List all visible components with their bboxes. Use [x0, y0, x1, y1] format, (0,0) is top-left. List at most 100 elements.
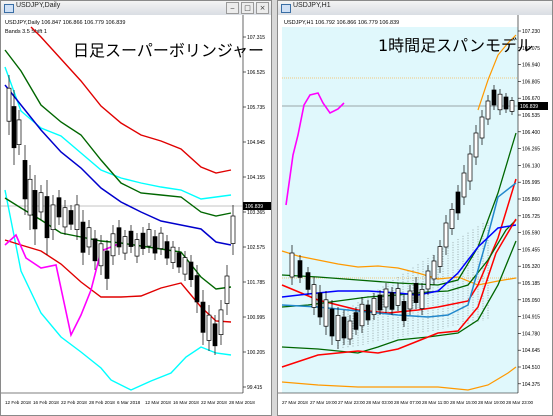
hourly-candle-body	[467, 153, 473, 182]
daily-plot-background	[1, 15, 271, 415]
hourly-price-label: 104.780	[522, 331, 540, 337]
hourly-chart-header: USDJPY,H1 106.792 106.866 106.779 106.83…	[284, 20, 399, 26]
maximize-button[interactable]: □	[241, 2, 254, 14]
hourly-candle-body	[443, 222, 449, 248]
hourly-price-label: 106.805	[522, 79, 540, 85]
hourly-price-label: 105.725	[522, 214, 540, 220]
chart-window-icon	[4, 4, 14, 13]
hourly-candle-body	[389, 292, 395, 310]
hourly-candle-body	[485, 100, 491, 120]
hourly-candle-body	[305, 272, 311, 290]
hourly-candle-body	[479, 116, 485, 139]
hourly-candle-body	[329, 308, 335, 337]
hourly-date-label: 28 Mar 11:00	[422, 400, 449, 405]
hourly-candle-body	[289, 252, 295, 278]
hourly-chart-area[interactable]: USDJPY,H1 106.792 106.866 106.779 106.83…	[278, 15, 553, 416]
hourly-price-label: 104.510	[522, 365, 540, 371]
daily-price-label: 104.155	[247, 175, 265, 181]
lower-band-3-sigma-line	[4, 189, 232, 391]
daily-candle-body	[122, 236, 128, 254]
hourly-date-label: 28 Mar 07:00	[394, 400, 422, 405]
daily-date-label: 28 Mar 2018	[229, 400, 255, 405]
hourly-price-label: 105.050	[522, 298, 540, 304]
daily-date-label: 22 Feb 2018	[61, 400, 87, 405]
hourly-price-label: 105.455	[522, 247, 540, 253]
hourly-candle-body	[497, 93, 503, 111]
hourly-red-span-line	[281, 178, 517, 314]
hourly-price-label: 107.075	[522, 46, 540, 52]
hourly-date-label: 28 Mar 23:00	[506, 400, 534, 405]
hourly-candle-body	[509, 100, 515, 112]
daily-candle-body	[176, 252, 182, 268]
hourly-price-label: 104.645	[522, 348, 540, 354]
daily-price-label: 99.415	[247, 385, 263, 391]
daily-date-label: 16 Mar 2018	[173, 400, 199, 405]
daily-date-label: 16 Feb 2018	[33, 400, 59, 405]
daily-candle-body	[92, 238, 98, 262]
hourly-date-label: 27 Mar 2018	[282, 400, 308, 405]
daily-chart-caption: 日足スーパーボリンジャー	[73, 41, 265, 60]
daily-window-titlebar[interactable]: USDJPY,Daily ‒ □ ×	[1, 1, 271, 16]
hourly-date-label: 27 Mar 23:00	[338, 400, 366, 405]
daily-candle-body	[128, 230, 134, 247]
daily-candle-body	[170, 246, 176, 263]
window-splitter[interactable]	[272, 0, 277, 416]
daily-candle-body	[194, 275, 200, 303]
hourly-candle-body	[401, 301, 407, 321]
hourly-price-label: 106.400	[522, 130, 540, 136]
daily-date-label: 12 Feb 2018	[5, 400, 31, 405]
hourly-orange-upper-right	[477, 34, 517, 111]
daily-candle-body	[22, 160, 28, 200]
hourly-date-label: 28 Mar 15:00	[450, 400, 478, 405]
hourly-date-label: 28 Mar 03:00	[366, 400, 394, 405]
daily-candle-body	[86, 227, 92, 248]
hourly-candle-body	[353, 312, 359, 330]
hourly-candle-body	[383, 288, 389, 308]
daily-window-title: USDJPY,Daily	[16, 2, 61, 9]
daily-candle-body	[140, 232, 146, 249]
daily-date-label: 6 Mar 2018	[117, 400, 141, 405]
hourly-price-label: 106.940	[522, 63, 540, 69]
middle-band-line	[4, 84, 232, 246]
hourly-chart-window[interactable]: USDJPY,H1 USDJPY,H1 106.792 106.866 106.…	[277, 0, 553, 416]
hourly-candle-body	[377, 294, 383, 311]
daily-candle-body	[182, 257, 188, 275]
hourly-candle-body	[455, 191, 461, 214]
daily-chart-area[interactable]: USDJPY,Daily 106.847 106.866 106.779 106…	[1, 15, 272, 416]
minimize-button[interactable]: ‒	[226, 2, 239, 14]
daily-candle-body	[230, 215, 236, 244]
hourly-candle-body	[461, 172, 467, 198]
hourly-price-label: 106.670	[522, 96, 540, 102]
daily-price-label: 100.995	[247, 315, 265, 321]
hourly-red-span-line-2	[281, 218, 517, 368]
daily-candle-body	[50, 204, 56, 230]
hourly-price-label: 105.320	[522, 264, 540, 270]
daily-chart-header: USDJPY,Daily 106.847 106.866 106.779 106…	[5, 20, 125, 26]
hourly-price-label: 107.230	[522, 29, 540, 35]
daily-candle-body	[152, 236, 158, 254]
hourly-candle-body	[473, 132, 479, 158]
daily-price-label: 101.785	[247, 280, 265, 286]
hourly-candle-body	[335, 315, 341, 341]
daily-candle-body	[212, 323, 218, 347]
daily-candle-body	[224, 275, 230, 304]
daily-candle-body	[16, 119, 22, 146]
daily-candle-body	[206, 314, 212, 341]
daily-candle-body	[27, 178, 33, 216]
hourly-candle-body	[407, 290, 413, 310]
daily-candle-body	[110, 233, 116, 257]
hourly-candle-body	[503, 96, 509, 110]
hourly-candle-body	[419, 289, 425, 309]
hourly-window-titlebar[interactable]: USDJPY,H1	[278, 1, 552, 16]
daily-candle-body	[62, 207, 68, 228]
close-button[interactable]: ×	[256, 2, 269, 14]
daily-chart-window[interactable]: USDJPY,Daily ‒ □ × USDJPY,Daily 106.847 …	[0, 0, 272, 416]
hourly-candle-body	[449, 209, 455, 229]
daily-candle-body	[38, 192, 44, 213]
daily-current-price-tag	[243, 202, 271, 210]
daily-price-label: 103.365	[247, 210, 265, 216]
hourly-green-band-upper	[281, 132, 517, 286]
hourly-price-label: 105.590	[522, 231, 540, 237]
daily-candle-body	[6, 87, 12, 122]
hourly-price-label: 106.265	[522, 147, 540, 153]
